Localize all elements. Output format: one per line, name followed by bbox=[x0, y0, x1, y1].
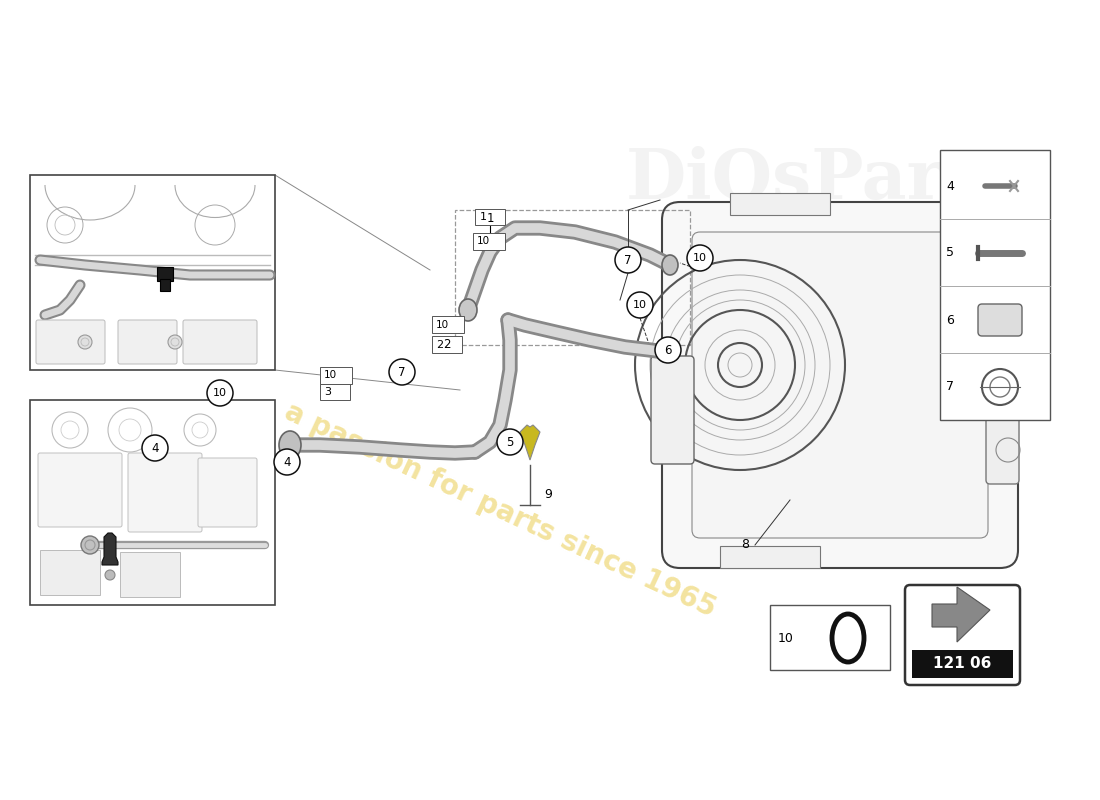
Ellipse shape bbox=[657, 342, 673, 362]
Polygon shape bbox=[932, 587, 990, 642]
FancyBboxPatch shape bbox=[183, 320, 257, 364]
Circle shape bbox=[78, 335, 92, 349]
Text: 9: 9 bbox=[544, 489, 552, 502]
Text: 6: 6 bbox=[664, 343, 672, 357]
FancyBboxPatch shape bbox=[978, 304, 1022, 336]
Text: 4: 4 bbox=[946, 179, 954, 193]
Bar bbox=[160, 279, 170, 291]
Ellipse shape bbox=[279, 431, 301, 459]
Text: 4: 4 bbox=[284, 455, 290, 469]
Text: 7: 7 bbox=[398, 366, 406, 378]
Text: DiOsParts: DiOsParts bbox=[625, 146, 1014, 214]
Circle shape bbox=[990, 377, 1010, 397]
Circle shape bbox=[627, 292, 653, 318]
Text: 7: 7 bbox=[625, 254, 631, 266]
FancyBboxPatch shape bbox=[651, 356, 694, 464]
Text: a passion for parts since 1965: a passion for parts since 1965 bbox=[279, 398, 720, 622]
Circle shape bbox=[615, 247, 641, 273]
Text: 7: 7 bbox=[946, 381, 954, 394]
Circle shape bbox=[389, 359, 415, 385]
Bar bbox=[320, 367, 352, 384]
Text: 8: 8 bbox=[741, 538, 749, 551]
FancyBboxPatch shape bbox=[986, 416, 1019, 484]
Bar bbox=[940, 150, 1050, 420]
Bar bbox=[720, 546, 820, 568]
Bar bbox=[320, 384, 350, 400]
Circle shape bbox=[142, 435, 168, 461]
Bar bbox=[157, 267, 173, 281]
Text: 2: 2 bbox=[436, 339, 443, 350]
Text: 1: 1 bbox=[480, 212, 487, 222]
Ellipse shape bbox=[832, 614, 864, 662]
Ellipse shape bbox=[662, 255, 678, 275]
Circle shape bbox=[688, 245, 713, 271]
Text: 10: 10 bbox=[693, 253, 707, 263]
Circle shape bbox=[982, 369, 1018, 405]
Text: 121 06: 121 06 bbox=[933, 657, 991, 671]
Polygon shape bbox=[520, 425, 540, 460]
Bar bbox=[473, 233, 505, 250]
Bar bbox=[120, 552, 180, 597]
Bar bbox=[730, 193, 830, 215]
Text: 10: 10 bbox=[778, 631, 794, 645]
Bar bbox=[30, 400, 275, 605]
Circle shape bbox=[104, 570, 116, 580]
Text: 10: 10 bbox=[436, 319, 449, 330]
Ellipse shape bbox=[459, 299, 477, 321]
Bar bbox=[912, 650, 1013, 678]
Circle shape bbox=[207, 380, 233, 406]
Circle shape bbox=[81, 536, 99, 554]
Circle shape bbox=[274, 449, 300, 475]
Text: 10: 10 bbox=[213, 388, 227, 398]
FancyBboxPatch shape bbox=[662, 202, 1018, 568]
Circle shape bbox=[168, 335, 182, 349]
FancyBboxPatch shape bbox=[36, 320, 104, 364]
Text: 10: 10 bbox=[324, 370, 337, 381]
Text: 3: 3 bbox=[324, 387, 331, 397]
Text: 5: 5 bbox=[946, 246, 954, 259]
Bar bbox=[455, 210, 690, 345]
FancyBboxPatch shape bbox=[905, 585, 1020, 685]
Bar bbox=[432, 316, 464, 333]
Polygon shape bbox=[102, 533, 118, 565]
FancyBboxPatch shape bbox=[198, 458, 257, 527]
FancyBboxPatch shape bbox=[128, 453, 202, 532]
Text: 4: 4 bbox=[152, 442, 158, 454]
Text: 10: 10 bbox=[477, 237, 491, 246]
Circle shape bbox=[497, 429, 522, 455]
FancyBboxPatch shape bbox=[39, 453, 122, 527]
Bar bbox=[770, 605, 890, 670]
FancyBboxPatch shape bbox=[692, 232, 988, 538]
Text: 1: 1 bbox=[486, 211, 494, 225]
FancyBboxPatch shape bbox=[118, 320, 177, 364]
Text: 6: 6 bbox=[946, 314, 954, 326]
Circle shape bbox=[654, 337, 681, 363]
Bar bbox=[475, 209, 505, 225]
Text: 2: 2 bbox=[443, 338, 451, 351]
Text: 10: 10 bbox=[632, 300, 647, 310]
Bar bbox=[30, 175, 275, 370]
Bar bbox=[432, 336, 462, 353]
Bar bbox=[40, 550, 100, 595]
Text: 5: 5 bbox=[506, 435, 514, 449]
